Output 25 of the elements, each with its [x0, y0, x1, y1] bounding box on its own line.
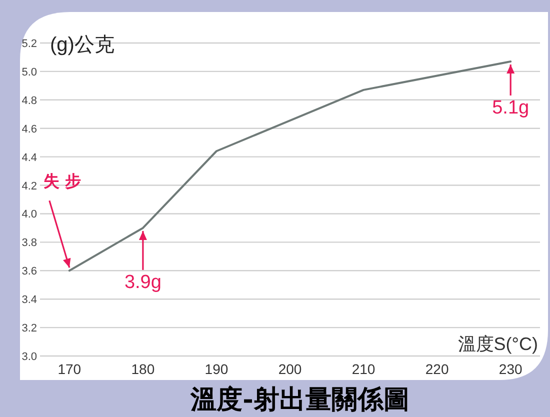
y-tick-label: 4.6	[22, 123, 37, 136]
y-tick-label: 5.0	[22, 66, 37, 78]
x-tick-label: 210	[352, 361, 376, 377]
y-tick-label: 3.0	[22, 351, 37, 363]
text: 溫度-射出量關係圖	[190, 385, 410, 415]
y-tick-label: 3.4	[22, 294, 37, 306]
x-tick-label: 180	[131, 361, 155, 377]
annotation: 3.9g	[124, 272, 162, 293]
y-tick-label: 4.4	[22, 152, 37, 164]
x-tick-label: 190	[204, 361, 228, 377]
x-axis-title: 溫度S(°C)	[458, 334, 538, 354]
y-tick-label: 3.8	[22, 237, 37, 250]
x-tick-label: 230	[498, 361, 522, 377]
y-tick-label: 5.2	[22, 38, 37, 50]
x-tick-label: 220	[425, 361, 449, 377]
y-tick-label: 3.6	[22, 266, 37, 278]
x-tick-label: 170	[58, 361, 82, 377]
y-axis-title: (g)公克	[50, 34, 114, 56]
y-tick-label: 4.2	[22, 180, 37, 192]
y-tick-label: 4.0	[22, 208, 37, 221]
y-tick-label: 4.8	[22, 94, 37, 107]
y-tick-label: 3.2	[22, 322, 37, 335]
annotation: 失 步	[43, 172, 81, 191]
annotation: 5.1g	[492, 97, 530, 118]
x-tick-label: 200	[278, 361, 302, 377]
